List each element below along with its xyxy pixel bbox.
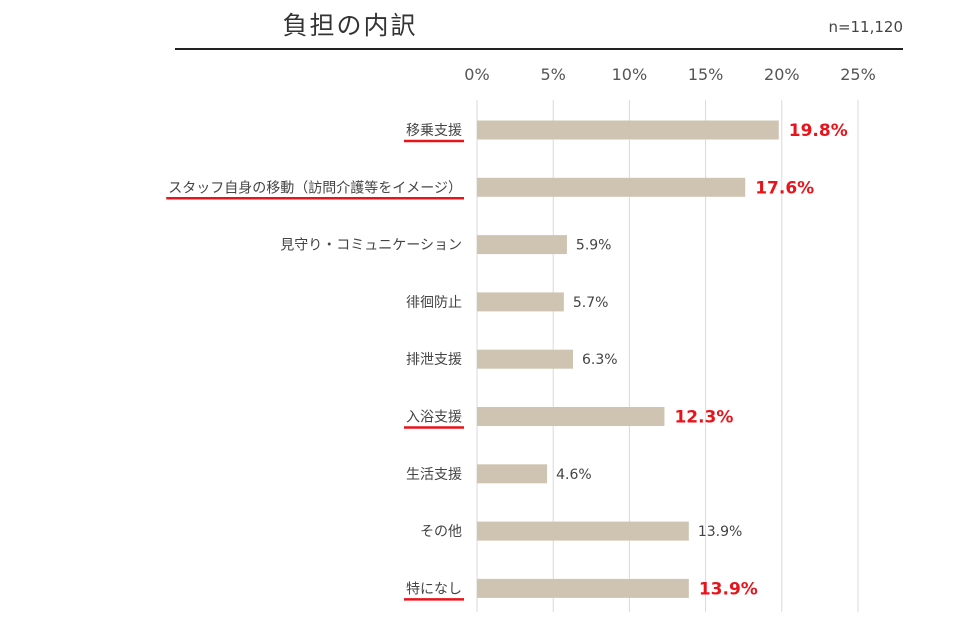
title-rule: [175, 48, 903, 50]
bar: [477, 464, 548, 484]
chart-title: 負担の内訳: [282, 11, 418, 40]
category-label: 特になし: [406, 581, 462, 597]
value-label: 13.9%: [698, 524, 742, 540]
bar: [477, 120, 779, 140]
x-tick-label: 25%: [840, 65, 876, 84]
bar: [477, 578, 689, 598]
x-tick-label: 15%: [688, 65, 724, 84]
bar: [477, 177, 746, 197]
category-label: 排泄支援: [406, 352, 462, 368]
bar: [477, 292, 564, 312]
category-label: スタッフ自身の移動（訪問介護等をイメージ）: [168, 179, 462, 196]
x-tick-label: 5%: [541, 65, 566, 84]
category-label: 徘徊防止: [406, 295, 462, 311]
bar: [477, 349, 574, 369]
category-label: 生活支援: [406, 467, 462, 483]
category-label: 移乗支援: [406, 123, 462, 139]
x-tick-label: 0%: [464, 65, 489, 84]
bar: [477, 521, 689, 541]
category-label: その他: [420, 524, 462, 540]
value-label: 19.8%: [789, 121, 848, 141]
value-label: 17.6%: [755, 178, 814, 198]
sample-size: n=11,120: [828, 18, 903, 36]
bar: [477, 407, 665, 426]
value-label: 12.3%: [674, 408, 733, 428]
x-tick-label: 10%: [612, 65, 648, 84]
bar: [477, 235, 567, 255]
value-label: 5.7%: [573, 295, 609, 311]
value-label: 6.3%: [582, 352, 618, 368]
category-label: 入浴支援: [406, 410, 462, 426]
x-tick-label: 20%: [764, 65, 800, 84]
value-label: 4.6%: [556, 467, 592, 483]
value-label: 5.9%: [576, 238, 612, 254]
value-label: 13.9%: [699, 579, 758, 599]
category-label: 見守り・コミュニケーション: [280, 238, 462, 254]
